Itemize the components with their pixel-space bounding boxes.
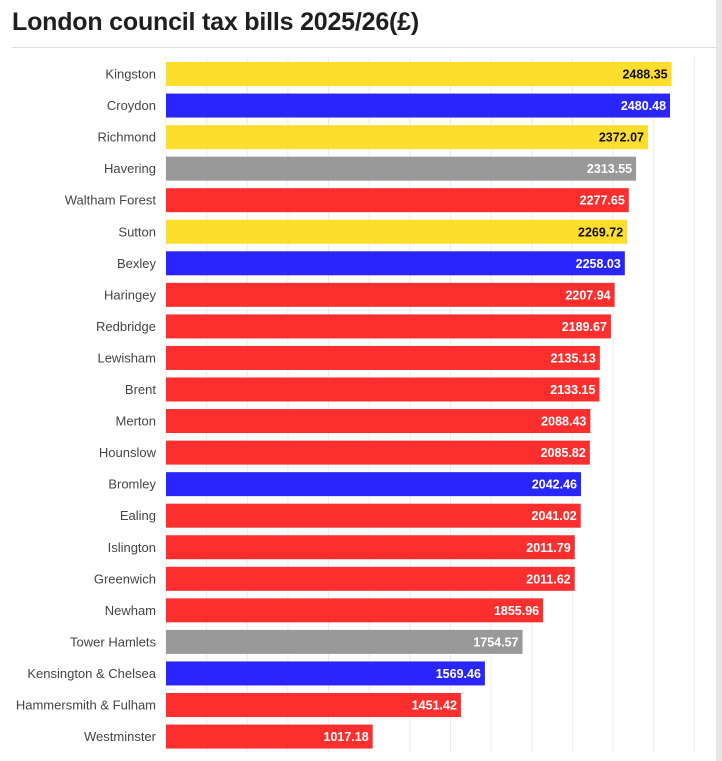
value-label: 2372.07 (599, 131, 644, 145)
category-label: Kensington & Chelsea (27, 666, 156, 681)
bar (166, 472, 582, 497)
bar (166, 629, 523, 654)
bar (166, 661, 485, 686)
value-label: 1855.96 (494, 604, 539, 618)
category-label: Hammersmith & Fulham (16, 698, 156, 713)
category-label: Kingston (105, 67, 156, 82)
value-label: 1017.18 (324, 730, 369, 744)
page-edge (716, 0, 722, 761)
value-label: 2480.48 (621, 99, 666, 113)
category-label: Waltham Forest (65, 193, 157, 208)
category-label: Redbridge (96, 319, 156, 334)
value-label: 1754.57 (473, 635, 518, 649)
category-label: Newham (105, 603, 156, 618)
bar (166, 693, 461, 717)
bar (166, 503, 581, 528)
bar (166, 377, 600, 402)
category-label: Brent (125, 382, 156, 397)
bar (166, 409, 591, 434)
category-label: Westminster (84, 729, 157, 744)
bar (166, 156, 637, 181)
category-label: Islington (108, 540, 156, 555)
category-label: Ealing (120, 508, 156, 523)
value-label: 2135.13 (551, 351, 596, 365)
category-label: Bexley (117, 256, 157, 271)
bar (166, 724, 373, 749)
value-label: 2133.15 (550, 383, 595, 397)
bar (166, 440, 590, 465)
value-label: 2269.72 (578, 225, 623, 239)
value-label: 2088.43 (541, 415, 586, 429)
value-label: 2011.62 (526, 572, 571, 586)
bar (166, 93, 671, 118)
value-label: 2258.03 (576, 257, 621, 271)
chart-title: London council tax bills 2025/26(£) (12, 8, 419, 36)
bar (166, 125, 649, 150)
bar (166, 219, 628, 244)
category-label: Haringey (104, 287, 157, 302)
bar (166, 62, 672, 86)
category-label: Hounslow (99, 445, 157, 460)
value-label: 2313.55 (587, 162, 632, 176)
value-label: 2085.82 (541, 446, 586, 460)
bar (166, 345, 600, 370)
category-label: Havering (104, 161, 156, 176)
value-label: 1569.46 (436, 667, 481, 681)
title-divider (12, 47, 716, 48)
bar (166, 535, 575, 560)
value-label: 1451.42 (412, 699, 457, 713)
value-label: 2042.46 (532, 478, 577, 492)
category-label: Bromley (108, 477, 156, 492)
category-label: Sutton (118, 224, 156, 239)
value-label: 2041.02 (532, 509, 577, 523)
category-label: Croydon (107, 98, 156, 113)
value-label: 2488.35 (622, 68, 667, 82)
bar (166, 314, 611, 339)
bar (166, 282, 615, 307)
category-label: Tower Hamlets (70, 634, 156, 649)
category-label: Lewisham (97, 350, 156, 365)
value-label: 2189.67 (562, 320, 607, 334)
value-label: 2277.65 (580, 194, 625, 208)
value-label: 2207.94 (565, 288, 610, 302)
category-label: Richmond (97, 130, 156, 145)
bar (166, 188, 629, 213)
category-label: Merton (116, 414, 156, 429)
bar (166, 598, 544, 623)
bar (166, 566, 575, 591)
value-label: 2011.79 (526, 541, 571, 555)
category-label: Greenwich (94, 571, 156, 586)
bar (166, 251, 625, 276)
